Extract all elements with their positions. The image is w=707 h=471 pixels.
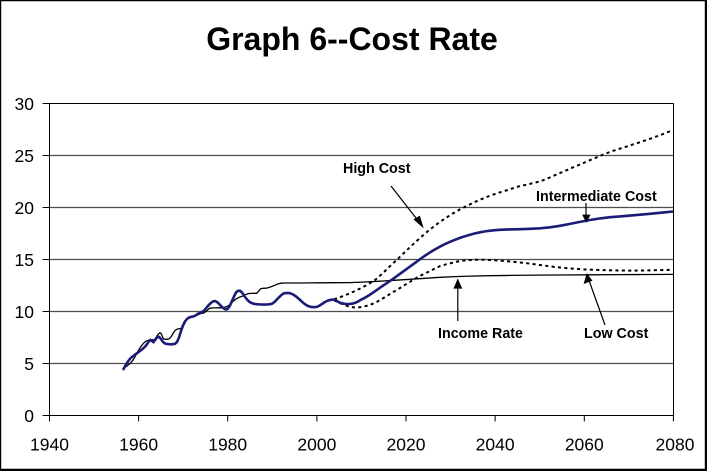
svg-text:30: 30 (15, 94, 35, 114)
svg-text:20: 20 (15, 198, 35, 218)
svg-text:1980: 1980 (208, 435, 247, 455)
svg-text:5: 5 (24, 354, 34, 374)
svg-text:High Cost: High Cost (343, 161, 411, 177)
svg-text:Low Cost: Low Cost (584, 326, 649, 342)
svg-text:1960: 1960 (119, 435, 158, 455)
svg-text:2040: 2040 (476, 435, 515, 455)
svg-text:Graph 6--Cost Rate: Graph 6--Cost Rate (206, 21, 498, 57)
svg-text:2060: 2060 (565, 435, 604, 455)
svg-text:25: 25 (15, 146, 34, 166)
svg-text:Income Rate: Income Rate (438, 326, 523, 342)
svg-text:2020: 2020 (387, 435, 426, 455)
svg-text:0: 0 (24, 406, 34, 426)
svg-text:15: 15 (15, 250, 34, 270)
svg-text:2000: 2000 (297, 435, 336, 455)
svg-text:1940: 1940 (30, 435, 69, 455)
svg-text:10: 10 (15, 302, 35, 322)
svg-text:Intermediate Cost: Intermediate Cost (536, 189, 657, 205)
svg-text:2080: 2080 (656, 435, 695, 455)
